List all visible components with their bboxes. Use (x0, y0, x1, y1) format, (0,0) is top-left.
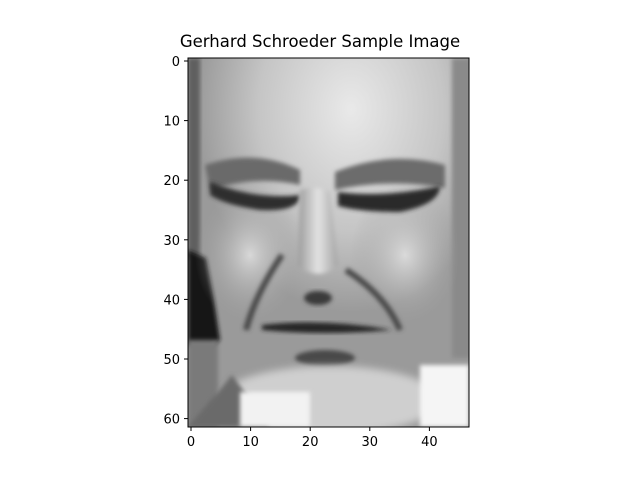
image-border (187, 57, 470, 428)
y-tick-label: 60 (163, 413, 180, 428)
chart-title: Gerhard Schroeder Sample Image (179, 32, 461, 51)
x-tick-label: 10 (242, 435, 259, 450)
y-tick-label: 20 (163, 174, 180, 189)
y-tick-label: 40 (163, 293, 180, 308)
y-tick-label: 0 (172, 55, 180, 70)
y-tick-label: 30 (163, 234, 180, 249)
x-tick-label: 30 (362, 435, 379, 450)
x-tick-label: 40 (421, 435, 438, 450)
x-tick-label: 20 (302, 435, 319, 450)
face-image (188, 58, 469, 427)
y-tick-label: 50 (163, 353, 180, 368)
x-tick-label: 0 (187, 435, 195, 450)
y-axis: 0 10 20 30 40 50 60 (163, 55, 188, 428)
y-tick-label: 10 (163, 115, 180, 130)
x-axis: 0 10 20 30 40 (187, 427, 438, 450)
